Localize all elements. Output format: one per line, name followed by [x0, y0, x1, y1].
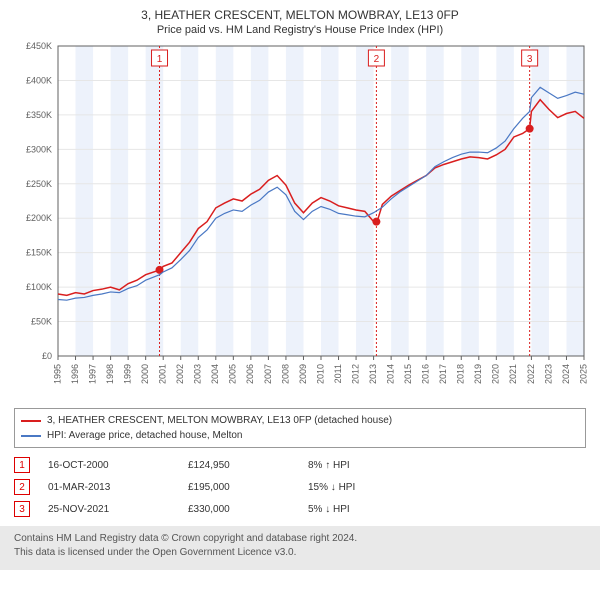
svg-text:2017: 2017 — [438, 364, 448, 384]
sale-marker-num: 1 — [14, 457, 30, 473]
svg-text:2002: 2002 — [175, 364, 185, 384]
title-subtitle: Price paid vs. HM Land Registry's House … — [10, 24, 590, 36]
svg-text:2018: 2018 — [456, 364, 466, 384]
sales-table: 1 16-OCT-2000£124,9508% ↑ HPI 2 01-MAR-2013… — [14, 454, 586, 520]
svg-text:£250K: £250K — [26, 179, 52, 189]
svg-text:2004: 2004 — [210, 364, 220, 384]
legend-label: HPI: Average price, detached house, Melt… — [47, 428, 243, 443]
svg-text:£50K: £50K — [31, 317, 52, 327]
svg-text:2: 2 — [374, 54, 380, 65]
svg-text:1996: 1996 — [70, 364, 80, 384]
legend-swatch — [21, 435, 41, 437]
svg-text:3: 3 — [527, 54, 533, 65]
sale-date: 01-MAR-2013 — [48, 482, 188, 493]
svg-text:1: 1 — [157, 54, 163, 65]
sale-date: 25-NOV-2021 — [48, 504, 188, 515]
svg-text:2015: 2015 — [403, 364, 413, 384]
svg-text:2010: 2010 — [315, 364, 325, 384]
footnote-line: This data is licensed under the Open Gov… — [14, 546, 586, 560]
sale-row: 3 25-NOV-2021£330,0005% ↓ HPI — [14, 498, 586, 520]
svg-text:2024: 2024 — [561, 364, 571, 384]
chart: £0 £50K £100K £150K £200K £250K £300K £350K £400… — [10, 40, 590, 400]
svg-text:2019: 2019 — [473, 364, 483, 384]
svg-text:2001: 2001 — [158, 364, 168, 384]
svg-text:£350K: £350K — [26, 110, 52, 120]
figure: 3, HEATHER CRESCENT, MELTON MOWBRAY, LE1… — [0, 0, 600, 570]
svg-text:£400K: £400K — [26, 75, 52, 85]
sale-row: 2 01-MAR-2013£195,00015% ↓ HPI — [14, 476, 586, 498]
svg-text:2022: 2022 — [526, 364, 536, 384]
svg-text:2000: 2000 — [140, 364, 150, 384]
legend-item: 3, HEATHER CRESCENT, MELTON MOWBRAY, LE1… — [21, 413, 579, 428]
sale-date: 16-OCT-2000 — [48, 460, 188, 471]
svg-text:£0: £0 — [42, 351, 52, 361]
sale-price: £124,950 — [188, 460, 308, 471]
legend-item: HPI: Average price, detached house, Melt… — [21, 428, 579, 443]
svg-text:2013: 2013 — [368, 364, 378, 384]
svg-text:2023: 2023 — [543, 364, 553, 384]
legend-label: 3, HEATHER CRESCENT, MELTON MOWBRAY, LE1… — [47, 413, 392, 428]
sale-price: £195,000 — [188, 482, 308, 493]
title-address: 3, HEATHER CRESCENT, MELTON MOWBRAY, LE1… — [10, 8, 590, 22]
svg-text:2012: 2012 — [350, 364, 360, 384]
svg-text:£450K: £450K — [26, 41, 52, 51]
title-block: 3, HEATHER CRESCENT, MELTON MOWBRAY, LE1… — [0, 0, 600, 40]
legend-swatch — [21, 420, 41, 422]
svg-text:2003: 2003 — [193, 364, 203, 384]
sale-marker-num: 3 — [14, 501, 30, 517]
chart-svg: £0 £50K £100K £150K £200K £250K £300K £350K £400… — [10, 40, 590, 400]
sale-delta: 15% ↓ HPI — [308, 482, 428, 493]
svg-text:1995: 1995 — [52, 364, 62, 384]
svg-text:£150K: £150K — [26, 248, 52, 258]
svg-text:2007: 2007 — [263, 364, 273, 384]
svg-text:£300K: £300K — [26, 144, 52, 154]
svg-text:2014: 2014 — [386, 364, 396, 384]
svg-text:2009: 2009 — [298, 364, 308, 384]
svg-text:2021: 2021 — [508, 364, 518, 384]
footnote: Contains HM Land Registry data © Crown c… — [0, 526, 600, 570]
svg-text:1998: 1998 — [105, 364, 115, 384]
sale-delta: 8% ↑ HPI — [308, 460, 428, 471]
svg-text:£200K: £200K — [26, 213, 52, 223]
svg-text:1999: 1999 — [123, 364, 133, 384]
svg-text:2025: 2025 — [578, 364, 588, 384]
svg-text:£100K: £100K — [26, 282, 52, 292]
sale-price: £330,000 — [188, 504, 308, 515]
svg-text:2011: 2011 — [333, 364, 343, 383]
footnote-line: Contains HM Land Registry data © Crown c… — [14, 532, 586, 546]
svg-text:2005: 2005 — [228, 364, 238, 384]
sale-delta: 5% ↓ HPI — [308, 504, 428, 515]
svg-text:2008: 2008 — [280, 364, 290, 384]
sale-marker-num: 2 — [14, 479, 30, 495]
svg-text:2020: 2020 — [491, 364, 501, 384]
svg-text:2006: 2006 — [245, 364, 255, 384]
svg-text:2016: 2016 — [421, 364, 431, 384]
legend: 3, HEATHER CRESCENT, MELTON MOWBRAY, LE1… — [14, 408, 586, 448]
sale-row: 1 16-OCT-2000£124,9508% ↑ HPI — [14, 454, 586, 476]
svg-text:1997: 1997 — [87, 364, 97, 384]
